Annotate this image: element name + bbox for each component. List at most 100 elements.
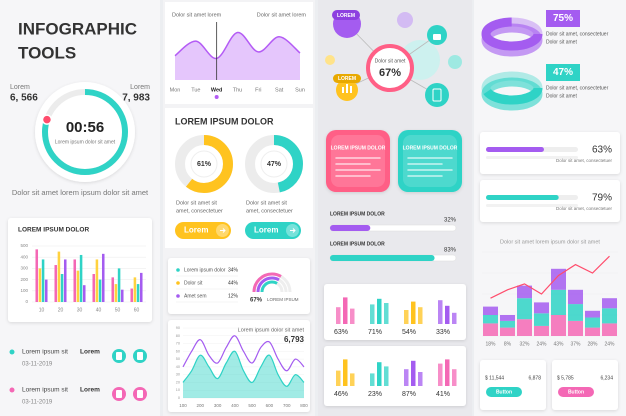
mini-label: 71%: [368, 329, 382, 336]
donut-text: amet, consectetuer: [246, 208, 293, 214]
button-label: Button: [496, 389, 512, 395]
stacked-bar: [517, 298, 532, 320]
y-tick-label: 10: [176, 388, 180, 392]
title: INFOGRAPHIC: [18, 19, 137, 38]
event-date: 03-11-2019: [22, 362, 53, 368]
x-tick-label: 60: [134, 307, 140, 313]
hbar-text: Dolor sit amet, consectetuer: [556, 158, 613, 163]
mini-bar: [384, 303, 389, 324]
ring-text: Dolor sit amet, consectetuer: [546, 85, 609, 91]
legend-value: 12%: [228, 293, 239, 299]
y-tick-label: 0: [178, 396, 180, 400]
donut-text: amet, consectetuer: [176, 208, 223, 214]
panel: [324, 284, 466, 340]
bar: [117, 268, 121, 302]
bar: [130, 288, 134, 302]
gauge-arc: [260, 280, 284, 293]
event-tag: Lorem: [80, 387, 100, 394]
mini-bar: [343, 297, 348, 324]
chart-title: Lorem ipsum dolor sit amet: [238, 327, 305, 333]
stacked-bar: [602, 298, 617, 309]
ring-text: Dolor sit amet, consectetuer: [546, 31, 609, 37]
bar: [54, 265, 58, 302]
stacked-bar: [483, 315, 498, 324]
stacked-bar: [500, 320, 515, 328]
donut-hole: [260, 150, 288, 178]
stacked-bar: [534, 302, 549, 314]
bar: [38, 268, 42, 302]
mini-bar: [370, 304, 375, 324]
stacked-bar: [551, 315, 566, 336]
mini-label: 33%: [436, 329, 450, 336]
legend-dot: [176, 268, 180, 272]
area: [183, 351, 304, 398]
hbar-label: 79%: [592, 193, 612, 204]
section-title: LOREM IPSUM DOLOR: [175, 116, 274, 126]
bar: [44, 279, 48, 302]
x-tick-label: 100: [179, 403, 187, 408]
progress-label: 83%: [444, 248, 457, 254]
mini-bar: [377, 298, 382, 324]
mini-bar: [411, 360, 416, 386]
event-title: Lorem ipsum sit: [22, 349, 68, 356]
progress-bar: [330, 255, 435, 261]
event-tag: Lorem: [80, 349, 100, 356]
x-tick-label: 20: [58, 307, 64, 313]
x-tick-label: 700: [283, 403, 291, 408]
timer-face: [35, 82, 135, 182]
legend-dot: [176, 281, 180, 285]
panel: [324, 346, 466, 406]
y-tick-label: 100: [20, 288, 28, 293]
y-tick-label: 200: [20, 277, 28, 282]
ring-label: 47%: [553, 67, 573, 78]
x-tick-label: 30: [77, 307, 83, 313]
y-tick-label: 70: [176, 342, 180, 346]
x-tick-label: 300: [214, 403, 222, 408]
icon-glyph: [116, 390, 122, 398]
timer-caption: Lorem ipsum dolor sit amet: [55, 139, 116, 145]
chart-icon: [342, 87, 344, 93]
mini-bar: [404, 369, 409, 386]
center-value: 67%: [379, 67, 401, 79]
bar: [120, 289, 124, 302]
node-label: LOREM: [337, 13, 355, 19]
stacked-bar: [551, 268, 566, 290]
line: [174, 31, 301, 60]
stacked-bar: [602, 308, 617, 324]
value-box: [546, 10, 580, 27]
card-inner: [331, 135, 385, 187]
mini-bar: [404, 310, 409, 324]
x-tick-label: Sun: [295, 87, 305, 93]
ring-value: [175, 135, 233, 193]
legend-dot: [176, 294, 180, 298]
bar: [57, 251, 61, 302]
bar: [133, 277, 137, 302]
arrow: [290, 228, 296, 233]
node-label: LOREM: [338, 76, 356, 82]
track: [486, 156, 578, 159]
node: [425, 83, 449, 107]
card-title: LOREM IPSUM DOLOR: [403, 145, 458, 151]
count: 6,878: [528, 375, 541, 381]
button: [245, 222, 301, 239]
line: [182, 350, 305, 387]
timer-knob: [41, 114, 53, 125]
stacked-bar: [517, 319, 532, 336]
card-title: LOREM IPSUM DOLOR: [331, 145, 386, 151]
count: 6,234: [600, 375, 613, 381]
button: [175, 222, 231, 239]
card-inner: [403, 135, 457, 187]
note: Dolor sit amet lorem ipsum dolor sit ame…: [12, 188, 149, 197]
amount: $ 5,785: [557, 375, 574, 381]
ring-text: Dolor sit amet: [546, 39, 577, 45]
bar: [101, 253, 105, 302]
legend-name: Lorem ipsum dolor: [184, 267, 226, 273]
bar: [98, 279, 102, 302]
x-tick-label: 10: [39, 307, 45, 313]
bar: [95, 259, 99, 302]
donut-text: Dolor sit amet sit: [246, 200, 287, 206]
ring-value: [245, 135, 303, 193]
icon-glyph: [137, 390, 143, 398]
button-label: Lorem: [184, 226, 208, 235]
x-tick-label: 37%: [570, 341, 581, 347]
